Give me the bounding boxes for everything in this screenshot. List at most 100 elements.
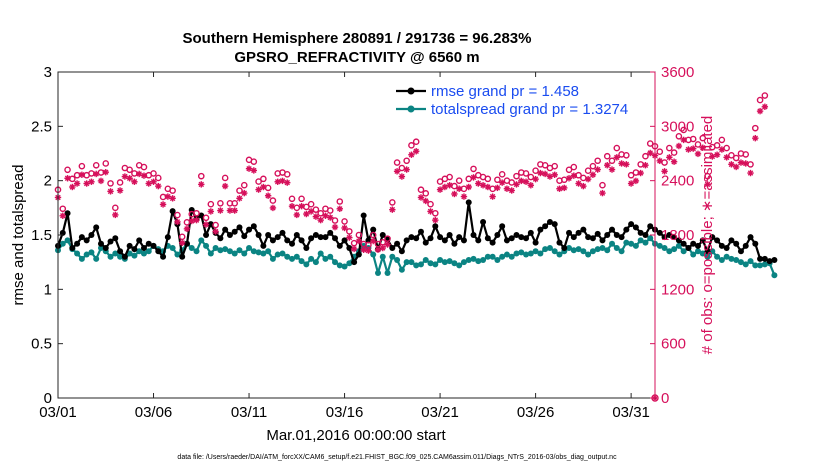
obs-assimilated-point bbox=[475, 180, 482, 187]
totalspread-point bbox=[566, 245, 573, 252]
totalspread-point bbox=[704, 253, 711, 260]
obs-possible-point bbox=[422, 190, 430, 197]
obs-assimilated-point bbox=[661, 168, 668, 175]
totalspread-point bbox=[217, 247, 224, 254]
rmse-point bbox=[441, 237, 448, 244]
rmse-point bbox=[322, 234, 329, 241]
obs-assimilated-point bbox=[494, 184, 501, 192]
obs-assimilated-point bbox=[69, 183, 76, 191]
rmse-point bbox=[494, 232, 501, 238]
y-left-tick-label: 2 bbox=[44, 173, 52, 190]
rmse-point bbox=[733, 240, 740, 247]
totalspread-point bbox=[231, 250, 238, 257]
rmse-point bbox=[680, 240, 687, 247]
totalspread-point bbox=[226, 248, 233, 255]
obs-assimilated-point bbox=[116, 187, 124, 194]
totalspread-point bbox=[174, 251, 181, 258]
obs-assimilated-point bbox=[723, 154, 730, 161]
obs-assimilated-point bbox=[584, 175, 592, 183]
totalspread-point bbox=[78, 255, 85, 262]
rmse-point bbox=[489, 239, 496, 246]
obs-assimilated-point bbox=[264, 192, 272, 199]
obs-possible-point bbox=[197, 172, 205, 180]
obs-assimilated-point bbox=[398, 173, 406, 180]
obs-assimilated-point bbox=[556, 185, 563, 192]
obs-possible-point bbox=[107, 180, 114, 187]
totalspread-point bbox=[508, 253, 515, 260]
obs-assimilated-point bbox=[732, 163, 740, 171]
obs-possible-point bbox=[470, 165, 477, 173]
rmse-point bbox=[666, 232, 673, 238]
obs-assimilated-point bbox=[432, 216, 439, 224]
totalspread-point bbox=[394, 256, 401, 263]
obs-assimilated-point bbox=[594, 166, 601, 173]
totalspread-point bbox=[408, 259, 415, 266]
rmse-point bbox=[757, 255, 764, 262]
rmse-point bbox=[222, 226, 229, 233]
obs-assimilated-point bbox=[513, 181, 520, 188]
rmse-point bbox=[360, 212, 367, 219]
totalspread-point bbox=[613, 245, 620, 252]
obs-possible-point bbox=[193, 209, 200, 217]
rmse-point bbox=[160, 253, 167, 260]
data-file-footer: data file: /Users/raeder/DAI/ATM_forcXX/… bbox=[177, 454, 617, 461]
obs-assimilated-point bbox=[632, 177, 640, 185]
totalspread-point bbox=[556, 251, 563, 258]
totalspread-point bbox=[570, 247, 577, 254]
x-tick-label: 03/11 bbox=[231, 404, 267, 421]
obs-possible-point bbox=[150, 170, 157, 177]
y-right-tick-label: 600 bbox=[661, 336, 686, 353]
rmse-point bbox=[480, 218, 487, 225]
totalspread-point bbox=[432, 261, 439, 268]
totalspread-point bbox=[374, 270, 381, 277]
rmse-point bbox=[370, 226, 377, 233]
totalspread-point bbox=[93, 255, 100, 262]
totalspread-point bbox=[136, 248, 143, 255]
rmse-point bbox=[413, 235, 420, 242]
totalspread-point bbox=[494, 256, 501, 263]
rmse-point bbox=[74, 240, 81, 247]
rmse-point bbox=[308, 235, 315, 242]
obs-possible-point bbox=[642, 152, 649, 160]
obs-possible-point bbox=[217, 200, 224, 207]
obs-possible-point bbox=[298, 195, 305, 203]
rmse-point bbox=[289, 240, 296, 247]
obs-assimilated-point bbox=[537, 169, 544, 177]
obs-possible-point bbox=[269, 197, 277, 204]
chart-title: Southern Hemisphere 280891 / 291736 = 96… bbox=[183, 30, 532, 47]
obs-possible-point bbox=[637, 161, 644, 168]
obs-assimilated-point bbox=[135, 170, 143, 178]
obs-assimilated-point bbox=[413, 148, 420, 155]
rmse-point bbox=[499, 223, 506, 230]
totalspread-point bbox=[169, 245, 176, 252]
obs-possible-point bbox=[312, 206, 320, 213]
totalspread-point bbox=[379, 253, 386, 260]
obs-possible-point bbox=[432, 209, 439, 217]
obs-possible-point bbox=[427, 200, 434, 208]
rmse-point bbox=[183, 240, 190, 247]
rmse-point bbox=[632, 224, 639, 231]
totalspread-point bbox=[637, 237, 644, 244]
totalspread-point bbox=[193, 248, 200, 255]
obs-assimilated-point bbox=[532, 175, 539, 183]
obs-assimilated-point bbox=[107, 188, 114, 195]
totalspread-point bbox=[642, 239, 649, 246]
legend-rmse-label: rmse grand pr = 1.458 bbox=[431, 83, 579, 100]
totalspread-point bbox=[647, 235, 654, 242]
obs-assimilated-point bbox=[274, 178, 281, 185]
obs-assimilated-point bbox=[303, 210, 310, 218]
obs-possible-point bbox=[455, 177, 463, 184]
obs-possible-point bbox=[326, 207, 334, 214]
obs-assimilated-point bbox=[752, 134, 759, 142]
obs-possible-point bbox=[212, 221, 219, 229]
totalspread-point bbox=[346, 260, 353, 267]
rmse-point bbox=[226, 232, 233, 238]
totalspread-point bbox=[484, 253, 491, 260]
totalspread-point bbox=[718, 256, 725, 263]
obs-assimilated-point bbox=[178, 239, 186, 247]
rmse-point bbox=[131, 246, 138, 253]
totalspread-point bbox=[761, 261, 768, 268]
rmse-point bbox=[718, 242, 725, 249]
obs-possible-point bbox=[231, 200, 239, 207]
obs-possible-point bbox=[102, 160, 110, 167]
